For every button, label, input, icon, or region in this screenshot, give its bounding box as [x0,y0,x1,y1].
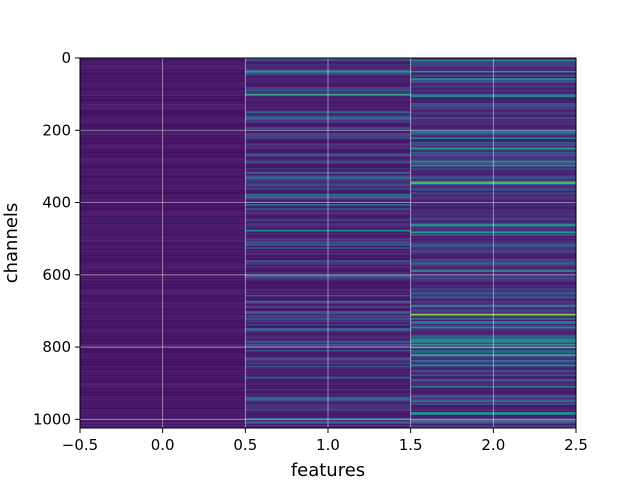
y-axis: 0 200 400 600 800 1000 [33,49,80,428]
y-tick-label: 200 [42,121,71,139]
x-tick-label: 2.0 [481,436,505,454]
x-tick-label: 2.5 [564,436,588,454]
x-tick-label: −0.5 [62,436,98,454]
x-axis: −0.5 0.0 0.5 1.0 1.5 2.0 2.5 [62,428,588,454]
x-tick-label: 1.5 [399,436,423,454]
x-tick-label: 0.5 [233,436,257,454]
x-tick-label: 1.0 [316,436,340,454]
x-axis-label: features [291,460,365,480]
x-tick-label: 0.0 [151,436,175,454]
y-tick-label: 600 [42,266,71,284]
y-tick-label: 0 [61,49,71,67]
y-axis-label: channels [1,203,22,284]
y-tick-label: 400 [42,194,71,212]
y-tick-label: 1000 [33,410,71,428]
y-tick-label: 800 [42,338,71,356]
